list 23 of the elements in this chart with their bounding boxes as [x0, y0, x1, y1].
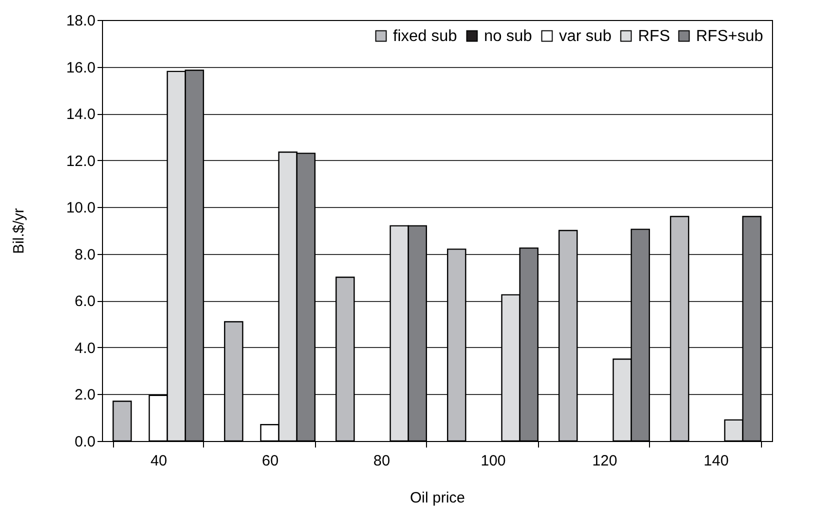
y-axis-title: Bil.$/yr [10, 208, 28, 254]
x-tick-label: 60 [262, 452, 279, 470]
legend-label: var sub [559, 28, 612, 45]
y-tick-label: 6.0 [74, 293, 96, 310]
legend-label: no sub [484, 28, 532, 45]
y-tick-label: 0.0 [74, 434, 96, 450]
x-tick-label: 140 [704, 452, 729, 470]
y-tick-label: 18.0 [66, 12, 96, 30]
x-tick-label: 120 [592, 452, 618, 470]
legend-label: fixed sub [393, 28, 458, 45]
y-tick-label: 10.0 [66, 200, 96, 217]
y-tick-label: 2.0 [74, 386, 96, 404]
legend-label: RFS [638, 28, 670, 45]
x-axis-title: Oil price [410, 490, 466, 506]
x-tick-label: 100 [480, 452, 506, 470]
y-tick-label: 16.0 [66, 59, 96, 76]
y-tick-label: 14.0 [66, 106, 96, 124]
x-tick-label: 40 [150, 452, 168, 470]
legend-label: RFS+sub [696, 28, 764, 45]
y-tick-label: 8.0 [74, 246, 96, 264]
y-tick-label: 12.0 [66, 152, 96, 170]
x-tick-label: 80 [373, 452, 390, 470]
y-tick-label: 4.0 [74, 340, 96, 357]
